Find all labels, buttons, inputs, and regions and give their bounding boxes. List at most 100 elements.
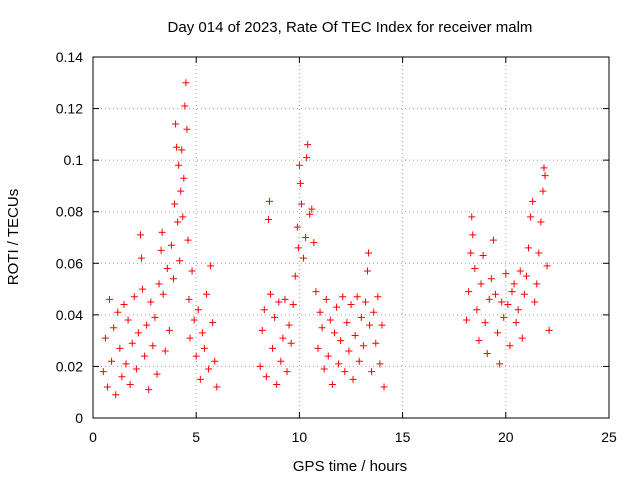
- data-point: [171, 200, 179, 208]
- data-point: [502, 270, 510, 278]
- data-point: [365, 249, 373, 257]
- data-point: [545, 326, 553, 334]
- data-point: [294, 244, 302, 252]
- data-point: [504, 301, 512, 309]
- data-point: [283, 368, 291, 376]
- data-point: [128, 339, 136, 347]
- data-point: [145, 386, 153, 394]
- data-point: [211, 357, 219, 365]
- data-point: [479, 252, 487, 260]
- data-point: [372, 339, 380, 347]
- data-point: [184, 236, 192, 244]
- data-point: [151, 313, 159, 321]
- data-point: [258, 326, 266, 334]
- data-point: [159, 290, 167, 298]
- data-point: [147, 298, 155, 306]
- data-point: [108, 357, 116, 365]
- data-point: [378, 321, 386, 329]
- data-point: [192, 352, 200, 360]
- data-point: [368, 368, 376, 376]
- data-point: [296, 179, 304, 187]
- data-point: [525, 244, 533, 252]
- data-point: [355, 357, 363, 365]
- data-point: [516, 267, 524, 275]
- data-point: [198, 329, 206, 337]
- data-point: [533, 280, 541, 288]
- data-point: [475, 337, 483, 345]
- data-point: [308, 205, 316, 213]
- y-tick-label: 0.06: [56, 255, 83, 271]
- data-point: [106, 295, 114, 303]
- data-point: [200, 344, 208, 352]
- data-point: [260, 306, 268, 314]
- data-point: [302, 234, 310, 241]
- x-tick-label: 5: [192, 429, 200, 445]
- y-tick-label: 0: [75, 410, 83, 426]
- data-point: [335, 360, 343, 368]
- data-point: [149, 342, 157, 350]
- data-point: [303, 154, 311, 162]
- y-tick-label: 0.04: [56, 307, 83, 323]
- data-point: [126, 380, 134, 388]
- data-point: [271, 313, 279, 321]
- data-point: [320, 365, 328, 373]
- data-point: [167, 241, 175, 249]
- data-point: [467, 249, 475, 257]
- data-point: [468, 213, 476, 221]
- data-point: [273, 380, 281, 388]
- data-point: [213, 383, 221, 391]
- data-point: [157, 246, 165, 254]
- grid-layer: [93, 57, 609, 418]
- plot-border: [92, 56, 610, 419]
- data-point: [169, 275, 177, 283]
- data-point: [500, 313, 508, 321]
- tick-labels: 0 5 10 15 20 25 0 0.02 0.04 0.06 0.08 0.1 0.12 0.14: [56, 49, 617, 445]
- data-point: [281, 295, 289, 303]
- data-point: [179, 213, 187, 221]
- data-point: [520, 290, 528, 298]
- data-point: [359, 342, 367, 350]
- data-point: [380, 383, 388, 391]
- data-point: [262, 373, 270, 381]
- data-point: [465, 288, 473, 296]
- chart-title: Day 014 of 2023, Rate Of TEC Index for r…: [168, 19, 533, 36]
- data-point: [540, 164, 548, 172]
- data-point: [333, 303, 341, 311]
- data-point: [110, 324, 118, 332]
- data-point: [130, 293, 138, 301]
- data-point: [174, 218, 182, 226]
- data-point: [487, 275, 495, 283]
- data-points: [99, 79, 553, 399]
- data-point: [297, 200, 305, 208]
- data-point: [143, 321, 151, 329]
- data-point: [153, 370, 161, 378]
- data-point: [374, 293, 382, 301]
- data-point: [172, 120, 180, 128]
- data-point: [527, 213, 535, 221]
- data-point: [312, 288, 320, 296]
- data-point: [177, 187, 185, 195]
- x-tick-label: 10: [292, 429, 308, 445]
- data-point: [345, 347, 353, 355]
- data-point: [120, 301, 128, 309]
- data-point: [256, 362, 264, 370]
- y-tick-label: 0.14: [56, 49, 83, 65]
- data-point: [535, 249, 543, 257]
- data-point: [529, 197, 537, 205]
- data-point: [328, 380, 336, 388]
- data-point: [463, 316, 471, 324]
- data-point: [510, 280, 518, 288]
- data-point: [310, 239, 318, 247]
- data-point: [514, 306, 522, 314]
- data-point: [306, 210, 314, 218]
- data-point: [136, 231, 144, 239]
- data-point: [295, 161, 303, 169]
- data-point: [275, 298, 283, 306]
- data-point: [99, 368, 107, 376]
- data-point: [264, 215, 272, 223]
- data-point: [376, 360, 384, 368]
- axis-ticks: [92, 56, 610, 419]
- data-point: [349, 375, 357, 383]
- data-point: [357, 313, 365, 321]
